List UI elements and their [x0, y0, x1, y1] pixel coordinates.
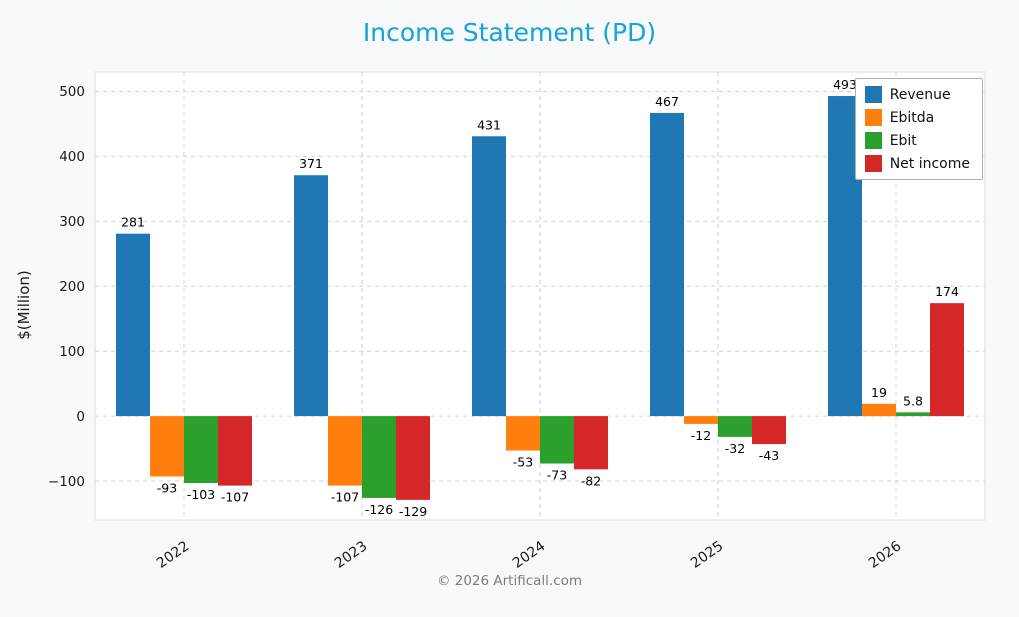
x-tick-label-2025: 2025: [688, 538, 726, 572]
bar-value-label: -126: [365, 502, 393, 517]
bar-ebit-2023: [362, 416, 396, 498]
legend-swatch-net-income: [864, 155, 882, 172]
legend-item-ebit: Ebit: [864, 132, 970, 149]
bar-net-income-2024: [574, 416, 608, 470]
legend-swatch-revenue: [864, 86, 882, 103]
bar-value-label: -32: [725, 441, 745, 456]
bar-value-label: -107: [221, 490, 249, 505]
bar-ebit-2025: [718, 416, 752, 437]
bar-ebit-2022: [184, 416, 218, 483]
bar-value-label: -103: [187, 487, 215, 502]
bar-value-label: -73: [547, 468, 567, 483]
legend-label: Ebit: [889, 132, 917, 149]
bar-value-label: -53: [513, 455, 533, 470]
x-tick-label-2023: 2023: [332, 538, 370, 572]
legend-label: Revenue: [889, 86, 951, 103]
y-tick-label: 100: [59, 344, 85, 360]
bar-ebitda-2023: [328, 416, 362, 486]
bar-ebit-2026: [896, 412, 930, 417]
chart-legend: Revenue Ebitda Ebit Net income: [854, 78, 983, 180]
legend-item-revenue: Revenue: [864, 86, 970, 103]
y-tick-label: −100: [48, 474, 85, 490]
bar-value-label: 467: [655, 94, 679, 109]
legend-item-ebitda: Ebitda: [864, 109, 970, 126]
bar-net-income-2025: [752, 416, 786, 445]
bar-value-label: 174: [935, 284, 959, 299]
y-tick-label: 300: [59, 214, 85, 230]
bar-value-label: -93: [157, 480, 177, 495]
bar-ebitda-2025: [684, 416, 718, 424]
y-tick-label: 0: [76, 409, 85, 425]
footer-copyright: © 2026 Artificall.com: [436, 573, 583, 589]
legend-label: Ebitda: [889, 109, 935, 126]
legend-swatch-ebit: [864, 132, 882, 149]
bar-value-label: -82: [581, 473, 601, 488]
bar-revenue-2022: [116, 233, 150, 417]
bar-value-label: 19: [871, 385, 887, 400]
legend-swatch-ebitda: [864, 109, 882, 126]
bar-value-label: 5.8: [903, 393, 923, 408]
bar-value-label: 371: [299, 156, 323, 171]
bar-value-label: 431: [477, 117, 501, 132]
x-tick-label-2026: 2026: [866, 538, 904, 572]
bar-value-label: -43: [759, 448, 779, 463]
bar-ebitda-2022: [150, 416, 184, 477]
x-tick-label-2022: 2022: [154, 538, 192, 572]
legend-label: Net income: [889, 155, 970, 172]
bar-value-label: 281: [121, 215, 145, 230]
chart-title: Income Statement (PD): [362, 18, 657, 47]
bar-revenue-2024: [472, 136, 506, 417]
bar-net-income-2022: [218, 416, 252, 486]
y-tick-label: 400: [59, 149, 85, 165]
legend-item-net-income: Net income: [864, 155, 970, 172]
bar-net-income-2023: [396, 416, 430, 500]
bar-value-label: 493: [833, 77, 857, 92]
x-tick-label-2024: 2024: [510, 538, 548, 572]
bar-ebitda-2026: [862, 403, 896, 417]
y-tick-label: 500: [59, 84, 85, 100]
bar-revenue-2023: [294, 175, 328, 417]
bar-ebit-2024: [540, 416, 574, 464]
bar-net-income-2026: [930, 303, 964, 417]
plot-border: [94, 71, 986, 521]
bar-value-label: -107: [331, 490, 359, 505]
bar-ebitda-2024: [506, 416, 540, 451]
bar-value-label: -129: [399, 504, 427, 519]
bar-value-label: -12: [691, 428, 711, 443]
y-tick-label: 200: [59, 279, 85, 295]
bar-revenue-2025: [650, 112, 684, 417]
